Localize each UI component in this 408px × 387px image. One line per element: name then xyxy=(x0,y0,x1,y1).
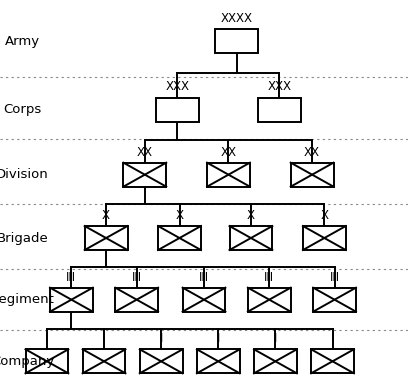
Bar xyxy=(290,163,333,187)
Bar xyxy=(311,349,354,373)
Bar xyxy=(248,288,290,312)
Bar xyxy=(313,288,356,312)
Bar xyxy=(183,288,225,312)
Text: XXXX: XXXX xyxy=(221,12,253,25)
Text: III: III xyxy=(264,271,274,284)
Bar xyxy=(303,226,346,250)
Text: Company: Company xyxy=(0,355,54,368)
Text: XX: XX xyxy=(304,146,320,159)
Bar xyxy=(156,98,199,122)
Bar xyxy=(115,288,158,312)
Text: I: I xyxy=(45,332,49,345)
Text: Army: Army xyxy=(5,34,40,48)
Text: Corps: Corps xyxy=(3,103,42,116)
Bar xyxy=(215,29,258,53)
Text: III: III xyxy=(67,271,76,284)
Text: X: X xyxy=(247,209,255,222)
Text: XXX: XXX xyxy=(166,80,189,94)
Text: I: I xyxy=(102,332,106,345)
Text: Regiment: Regiment xyxy=(0,293,54,306)
Text: I: I xyxy=(160,332,163,345)
Bar xyxy=(229,226,273,250)
Bar xyxy=(254,349,297,373)
Text: III: III xyxy=(199,271,209,284)
Bar xyxy=(197,349,239,373)
Bar xyxy=(258,98,301,122)
Text: III: III xyxy=(330,271,339,284)
Text: I: I xyxy=(217,332,220,345)
Bar xyxy=(82,349,126,373)
Bar xyxy=(85,226,127,250)
Text: XXX: XXX xyxy=(268,80,291,94)
Bar xyxy=(140,349,182,373)
Bar xyxy=(158,226,201,250)
Text: XX: XX xyxy=(220,146,237,159)
Text: I: I xyxy=(331,332,334,345)
Bar xyxy=(50,288,93,312)
Text: Division: Division xyxy=(0,168,49,181)
Bar xyxy=(25,349,68,373)
Text: X: X xyxy=(320,209,328,222)
Text: Brigade: Brigade xyxy=(0,231,48,245)
Text: X: X xyxy=(175,209,184,222)
Text: XX: XX xyxy=(137,146,153,159)
Text: III: III xyxy=(132,271,142,284)
Bar xyxy=(123,163,166,187)
Bar xyxy=(207,163,250,187)
Text: X: X xyxy=(102,209,110,222)
Text: I: I xyxy=(274,332,277,345)
